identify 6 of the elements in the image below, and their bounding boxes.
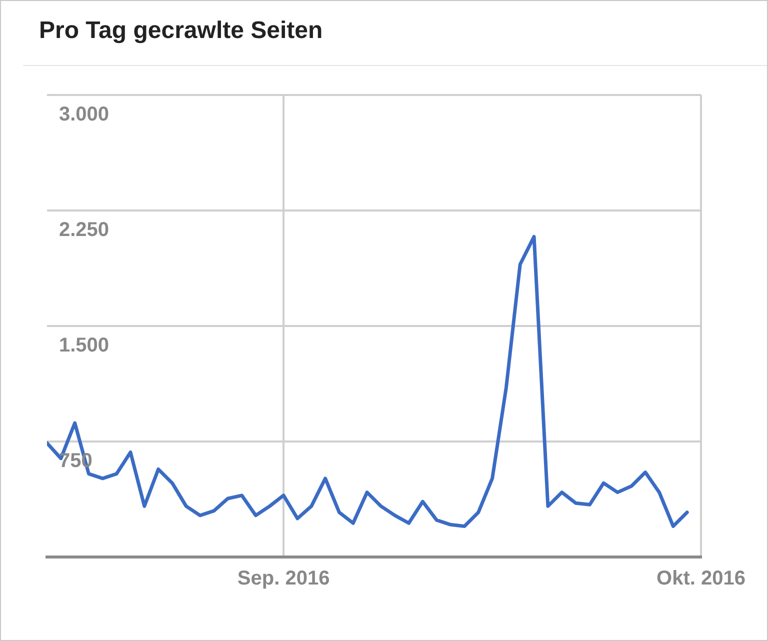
x-tick-label: Sep. 2016 xyxy=(237,568,330,590)
x-tick-label: Okt. 2016 xyxy=(656,568,746,590)
y-tick-label: 1.500 xyxy=(59,334,110,357)
y-tick-label: 3.000 xyxy=(59,104,110,126)
y-tick-label: 2.250 xyxy=(59,219,110,242)
chart-title: Pro Tag gecrawlte Seiten xyxy=(39,17,323,45)
